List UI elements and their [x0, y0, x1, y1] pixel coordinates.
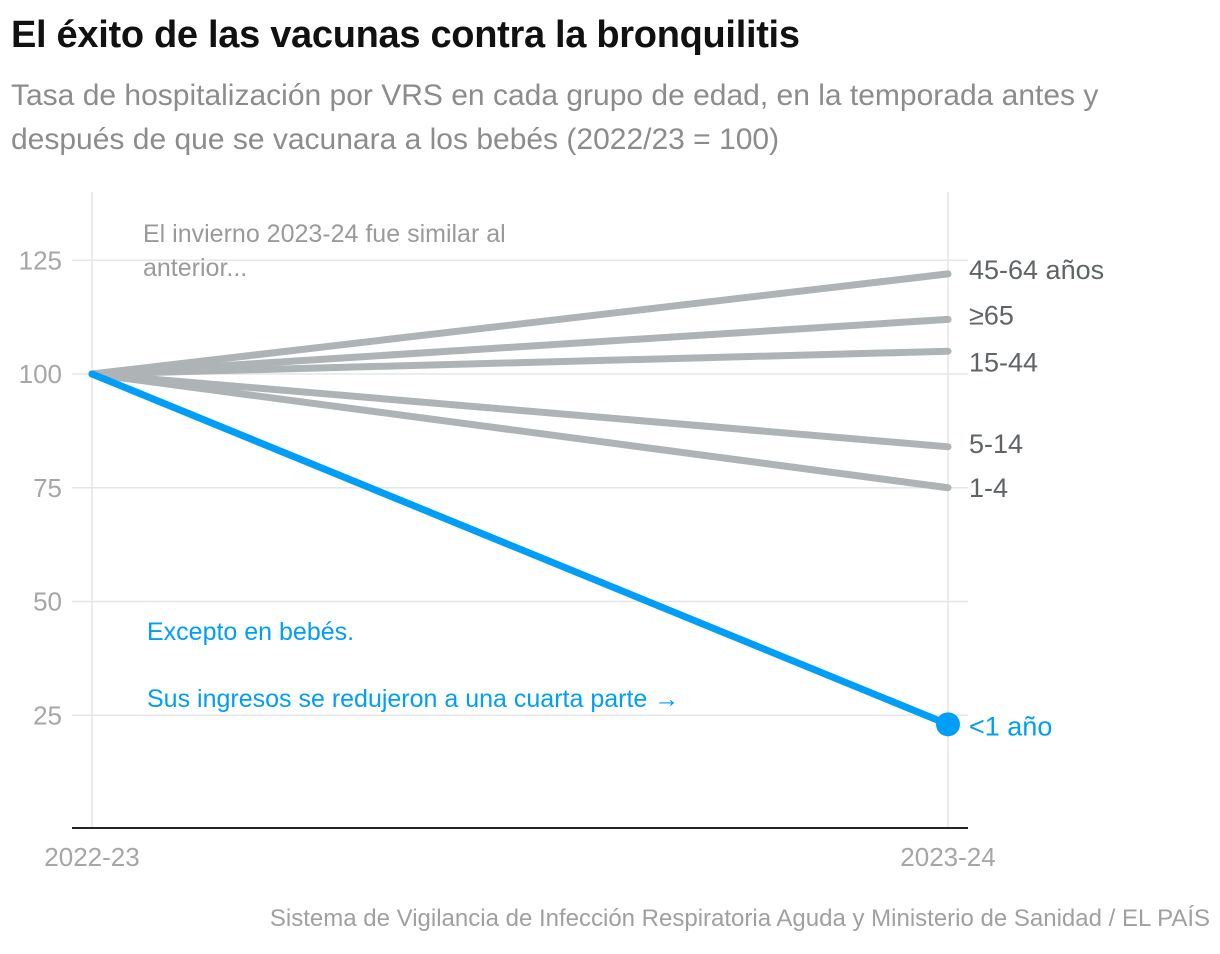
series-label-45-64-a-os: 45-64 años [969, 255, 1104, 285]
series-line-15-44 [88, 347, 952, 378]
series-line-5-14 [88, 370, 952, 451]
axis-layer: 25 50 75 100 125 2022-23 2023-24 [19, 245, 996, 872]
chart-subtitle: Tasa de hospitalización por VRS en cada … [11, 79, 1099, 156]
y-tick-label-25: 25 [33, 700, 62, 730]
series-label-5-14: 5-14 [969, 429, 1023, 459]
series-line-1-4 [88, 370, 952, 492]
grid-layer [72, 192, 968, 828]
series-label-1-a-o: <1 año [969, 711, 1052, 741]
series-label-1-4: 1-4 [969, 473, 1008, 503]
series-label-65: ≥65 [969, 300, 1014, 330]
annotation-reduced-quarter: Sus ingresos se redujeron a una cuarta p… [147, 685, 679, 713]
source-note: Sistema de Vigilancia de Infección Respi… [269, 905, 1210, 932]
annotation-similar-winter: El invierno 2023-24 fue similar al anteri… [143, 220, 506, 282]
annotation-except-babies: Excepto en bebés. [147, 618, 354, 646]
chart-title: El éxito de las vacunas contra la bronqu… [11, 14, 800, 56]
y-tick-label-50: 50 [33, 587, 62, 617]
series-line-1-a-o [88, 370, 952, 728]
y-tick-label-125: 125 [19, 245, 62, 275]
label-layer: 45-64 años ≥65 15-44 5-14 1-4 <1 año [969, 255, 1104, 741]
x-tick-label-2023-24: 2023-24 [900, 842, 995, 872]
series-label-15-44: 15-44 [969, 347, 1038, 377]
series-line-45-64-a-os [88, 270, 952, 378]
x-tick-label-2022-23: 2022-23 [44, 842, 139, 872]
series-line-65 [88, 315, 952, 378]
y-tick-label-100: 100 [19, 359, 62, 389]
series-end-dot-1-a-o [936, 712, 960, 737]
series-layer [88, 270, 960, 737]
y-tick-label-75: 75 [33, 473, 62, 503]
annotation-layer: El invierno 2023-24 fue similar al anteri… [143, 220, 679, 713]
